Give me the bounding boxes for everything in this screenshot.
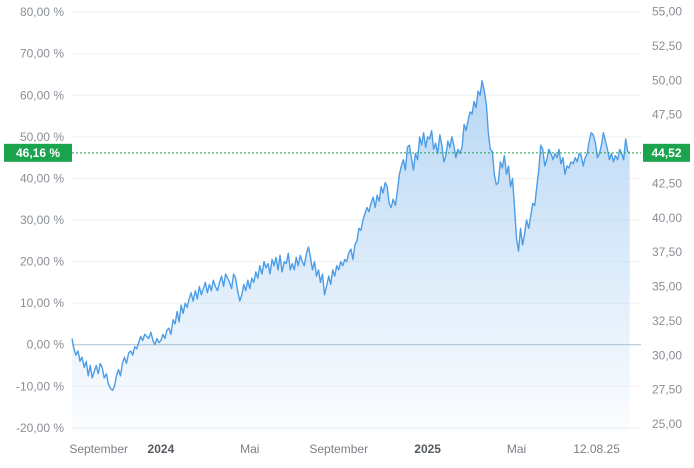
- right-tick-label: 37,50: [652, 245, 682, 259]
- right-tick-label: 30,00: [652, 348, 682, 362]
- right-tick-label: 40,00: [652, 211, 682, 225]
- right-tick-label: 42,50: [652, 176, 682, 190]
- left-axis: -20,00 % -10,00 % 0,00 % 10,00 % 20,00 % 30,0…: [16, 5, 64, 435]
- right-tick-label: 27,50: [652, 383, 682, 397]
- x-tick-label: September: [309, 442, 368, 456]
- current-price-badge: 44,52: [643, 143, 690, 162]
- x-tick-label: Mai: [240, 442, 259, 456]
- current-price-label: 44,52: [651, 146, 681, 160]
- right-tick-label: 32,50: [652, 314, 682, 328]
- x-tick-label: September: [69, 442, 128, 456]
- x-tick-label: 2024: [148, 442, 175, 456]
- right-tick-label: 35,00: [652, 280, 682, 294]
- right-tick-label: 52,50: [652, 39, 682, 53]
- left-tick-label: 30,00 %: [20, 213, 64, 227]
- left-tick-label: 20,00 %: [20, 255, 64, 269]
- x-tick-label: Mai: [507, 442, 526, 456]
- right-axis: 25,00 27,50 30,00 32,50 35,00 37,50 40,00 42,50…: [652, 5, 682, 431]
- right-tick-label: 55,00: [652, 5, 682, 19]
- current-percent-label: 46,16 %: [16, 146, 60, 160]
- area-fill: [72, 80, 630, 432]
- right-tick-label: 25,00: [652, 417, 682, 431]
- left-tick-label: 70,00 %: [20, 47, 64, 61]
- left-tick-label: 40,00 %: [20, 171, 64, 185]
- left-tick-label: -20,00 %: [16, 421, 64, 435]
- x-axis: September 2024 Mai September 2025 Mai 12.08.25: [69, 442, 620, 456]
- left-tick-label: 80,00 %: [20, 5, 64, 19]
- right-tick-label: 50,00: [652, 73, 682, 87]
- left-tick-label: 60,00 %: [20, 88, 64, 102]
- current-price-badge-bg: [643, 143, 690, 162]
- x-tick-label: 12.08.25: [573, 442, 620, 456]
- left-tick-label: 0,00 %: [27, 338, 65, 352]
- series-line: [71, 80, 631, 392]
- left-tick-label: 50,00 %: [20, 130, 64, 144]
- current-percent-badge-bg: [4, 143, 72, 162]
- left-tick-label: -10,00 %: [16, 379, 64, 393]
- x-tick-label: 2025: [414, 442, 441, 456]
- current-percent-badge: 46,16 %: [4, 143, 72, 162]
- right-tick-label: 47,50: [652, 108, 682, 122]
- left-tick-label: 10,00 %: [20, 296, 64, 310]
